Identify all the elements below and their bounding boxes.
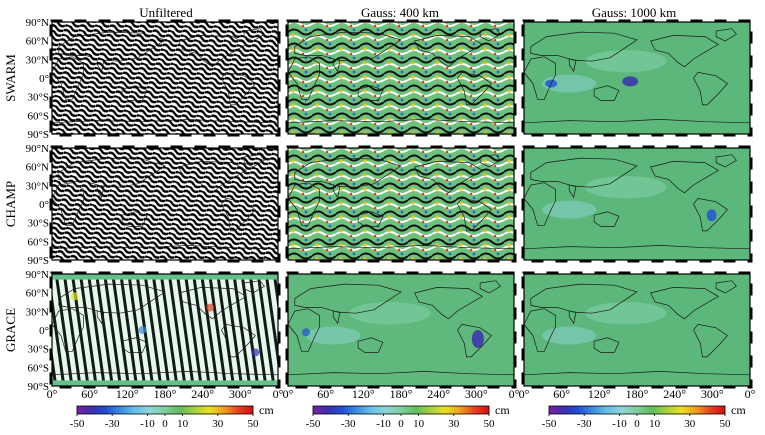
lat-tick-label: 30°S bbox=[27, 92, 49, 104]
map-panel-grace-2 bbox=[285, 271, 517, 389]
colorbar-gradient bbox=[76, 405, 254, 415]
lat-tick-label: 90°N bbox=[26, 269, 49, 281]
lon-tick-label: 120° bbox=[116, 387, 139, 401]
colorbar-unit: cm bbox=[495, 403, 510, 417]
lat-tick-label: 90°N bbox=[26, 17, 49, 29]
lat-tick-label: 90°S bbox=[27, 129, 49, 141]
map-panel-grace-3 bbox=[521, 271, 753, 389]
lon-tick-label: 120° bbox=[588, 387, 611, 401]
lat-tick-label: 60°N bbox=[26, 36, 49, 48]
map-panel-champ-2 bbox=[285, 145, 517, 263]
lat-tick-label: 30°N bbox=[26, 54, 49, 66]
stripe-overlay bbox=[52, 279, 278, 381]
lon-tick-label: 180° bbox=[154, 387, 177, 401]
colorbar-2: cm -50 -30 -10 0 10 30 50 bbox=[306, 403, 511, 430]
colorbar-tick-label: 0 bbox=[398, 418, 404, 430]
colorbar-gradient bbox=[548, 405, 726, 415]
colorbar-tick-label: 0 bbox=[634, 418, 640, 430]
row-label-swarm: SWARM bbox=[3, 54, 18, 102]
lon-tick-label: 120° bbox=[352, 387, 375, 401]
lat-tick-label: 0° bbox=[39, 73, 49, 85]
lat-tick-label: 60°N bbox=[26, 162, 49, 174]
lon-tick-label: 240° bbox=[663, 387, 686, 401]
colorbar-tick-label: 10 bbox=[649, 418, 661, 430]
map-panel-swarm-1 bbox=[49, 19, 281, 137]
lat-tick-label: 60°S bbox=[27, 110, 49, 122]
colorbar-tick-label: -10 bbox=[612, 418, 627, 430]
lat-tick-label: 90°S bbox=[27, 381, 49, 393]
lat-tick-label: 90°N bbox=[26, 143, 49, 155]
lon-tick-label: 300° bbox=[465, 387, 488, 401]
column-title-gauss-1000: Gauss: 1000 km bbox=[592, 5, 677, 20]
colorbar-tick-label: -30 bbox=[341, 418, 356, 430]
colorbar-tick-label: 30 bbox=[448, 418, 460, 430]
colorbar-3: cm -50 -30 -10 0 10 30 50 bbox=[542, 403, 747, 430]
map-panel-champ-3 bbox=[521, 145, 753, 263]
colorbar-tick-label: 30 bbox=[684, 418, 696, 430]
map-panel-champ-1 bbox=[49, 145, 281, 263]
lon-tick-label: 60° bbox=[317, 387, 334, 401]
map-panel-swarm-2 bbox=[285, 19, 517, 137]
lon-tick-label: 60° bbox=[553, 387, 570, 401]
colorbar-unit: cm bbox=[259, 403, 274, 417]
colorbar-tick-label: -50 bbox=[70, 418, 85, 430]
lat-tick-label: 60°N bbox=[26, 288, 49, 300]
colorbar-tick-label: -50 bbox=[542, 418, 557, 430]
map-panel-swarm-3 bbox=[521, 19, 753, 137]
colorbar-tick-label: 50 bbox=[248, 418, 260, 430]
row-label-champ: CHAMP bbox=[3, 181, 18, 227]
lat-tick-label: 30°N bbox=[26, 306, 49, 318]
row-label-grace: GRACE bbox=[3, 308, 18, 352]
lon-tick-label: 0° bbox=[509, 387, 520, 401]
colorbar-tick-label: 0 bbox=[162, 418, 168, 430]
lat-tick-label: 30°N bbox=[26, 180, 49, 192]
lat-tick-label: 0° bbox=[39, 199, 49, 211]
colorbar-gradient bbox=[312, 405, 490, 415]
lon-tick-label: 240° bbox=[191, 387, 214, 401]
column-title-unfiltered: Unfiltered bbox=[139, 5, 193, 20]
lon-tick-label: 0° bbox=[47, 387, 58, 401]
colorbar-tick-label: -10 bbox=[140, 418, 155, 430]
lon-tick-label: 0° bbox=[283, 387, 294, 401]
colorbar-tick-label: 10 bbox=[413, 418, 425, 430]
colorbar-tick-label: -10 bbox=[376, 418, 391, 430]
lon-tick-label: 300° bbox=[701, 387, 724, 401]
colorbar-1: cm -50 -30 -10 0 10 30 50 bbox=[70, 403, 275, 430]
lat-tick-label: 90°S bbox=[27, 255, 49, 267]
colorbar-tick-label: -50 bbox=[306, 418, 321, 430]
colorbar-tick-label: 30 bbox=[212, 418, 224, 430]
lat-tick-label: 0° bbox=[39, 325, 49, 337]
lat-tick-label: 60°S bbox=[27, 362, 49, 374]
lat-tick-label: 60°S bbox=[27, 236, 49, 248]
lat-tick-label: 30°S bbox=[27, 218, 49, 230]
map-panel-grace-1 bbox=[49, 271, 281, 389]
colorbar-tick-label: -30 bbox=[577, 418, 592, 430]
column-title-gauss-400: Gauss: 400 km bbox=[361, 5, 439, 20]
colorbar-tick-label: 10 bbox=[177, 418, 189, 430]
lon-tick-label: 180° bbox=[390, 387, 413, 401]
lon-tick-label: 0° bbox=[745, 387, 756, 401]
colorbar-tick-label: -30 bbox=[105, 418, 120, 430]
lon-tick-label: 180° bbox=[626, 387, 649, 401]
colorbar-tick-label: 50 bbox=[720, 418, 732, 430]
colorbar-tick-label: 50 bbox=[484, 418, 496, 430]
lon-tick-label: 0° bbox=[519, 387, 530, 401]
lat-tick-label: 30°S bbox=[27, 344, 49, 356]
lon-tick-label: 0° bbox=[273, 387, 284, 401]
lon-tick-label: 60° bbox=[81, 387, 98, 401]
lon-tick-label: 300° bbox=[229, 387, 252, 401]
colorbar-unit: cm bbox=[731, 403, 746, 417]
lon-tick-label: 240° bbox=[427, 387, 450, 401]
